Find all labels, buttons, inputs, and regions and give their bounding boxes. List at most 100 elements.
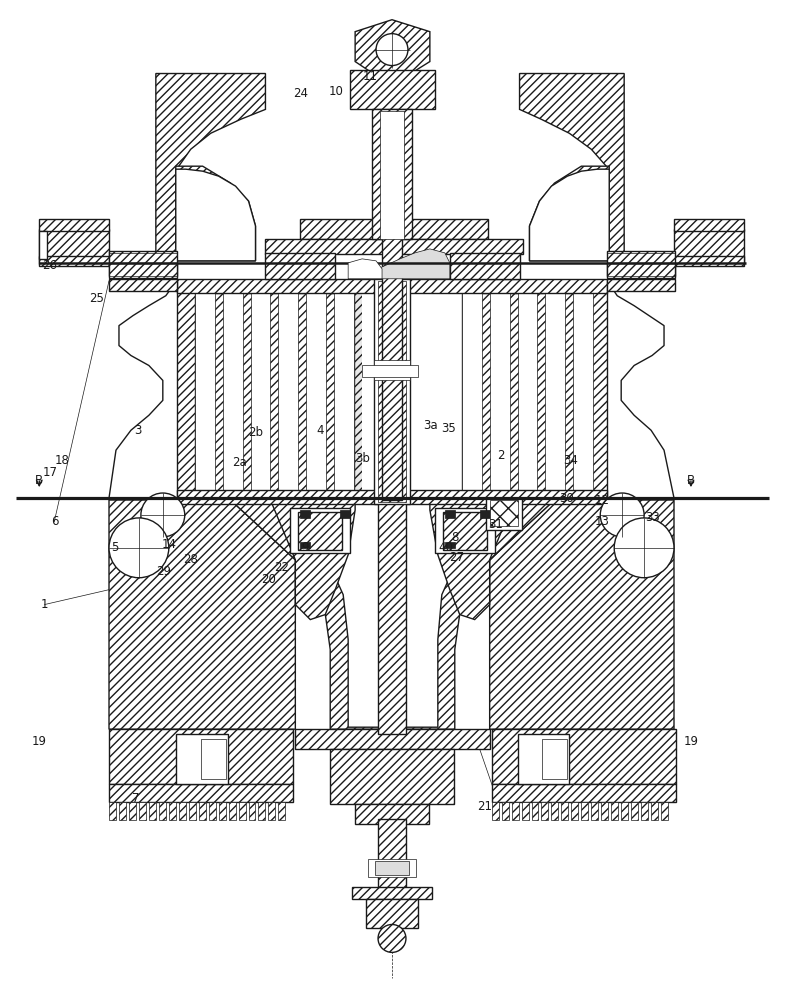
Bar xyxy=(279,293,297,492)
Bar xyxy=(546,293,565,492)
Bar xyxy=(601,802,608,820)
Polygon shape xyxy=(430,500,514,620)
Bar xyxy=(324,293,334,492)
Bar xyxy=(268,293,279,492)
Bar xyxy=(239,802,246,820)
Circle shape xyxy=(141,493,184,537)
Bar xyxy=(641,802,648,820)
Polygon shape xyxy=(490,500,674,729)
Bar xyxy=(109,784,294,802)
Bar xyxy=(378,819,406,889)
Bar xyxy=(378,281,406,502)
Bar xyxy=(621,802,628,820)
Polygon shape xyxy=(520,74,624,261)
Bar xyxy=(301,219,487,239)
Bar xyxy=(542,739,568,779)
Bar xyxy=(490,293,509,492)
Bar xyxy=(177,281,195,500)
Bar xyxy=(228,802,235,820)
Bar xyxy=(502,802,509,820)
Bar xyxy=(450,253,520,279)
Bar xyxy=(445,542,455,548)
Bar xyxy=(297,293,306,492)
Bar xyxy=(382,221,402,500)
Bar xyxy=(674,219,743,231)
Circle shape xyxy=(614,518,674,578)
Text: 9: 9 xyxy=(301,541,309,554)
Text: 17: 17 xyxy=(42,466,57,479)
Bar xyxy=(258,802,265,820)
Bar xyxy=(608,263,675,278)
Bar xyxy=(608,251,675,276)
Bar xyxy=(612,802,619,820)
Polygon shape xyxy=(156,74,265,261)
Bar xyxy=(362,365,418,377)
Bar xyxy=(480,510,490,518)
Bar xyxy=(378,500,406,734)
Bar xyxy=(109,251,177,276)
Text: 5: 5 xyxy=(111,541,119,554)
Text: 31: 31 xyxy=(488,518,503,531)
Bar xyxy=(298,512,342,550)
Bar xyxy=(306,293,324,492)
Text: 29: 29 xyxy=(156,565,172,578)
Polygon shape xyxy=(350,249,450,279)
Polygon shape xyxy=(271,500,355,620)
Text: 18: 18 xyxy=(55,454,70,467)
Polygon shape xyxy=(355,20,430,74)
Bar xyxy=(109,729,294,784)
Bar xyxy=(223,293,240,492)
Bar xyxy=(546,293,564,492)
Text: 3b: 3b xyxy=(356,452,371,465)
Bar xyxy=(375,861,409,875)
Text: 7: 7 xyxy=(132,792,140,805)
Bar xyxy=(39,231,47,259)
Text: 14: 14 xyxy=(162,538,177,551)
Bar xyxy=(169,802,176,820)
Bar xyxy=(249,802,255,820)
Bar xyxy=(39,256,109,266)
Bar xyxy=(355,804,429,824)
Bar xyxy=(334,293,354,492)
Bar xyxy=(334,293,352,492)
Circle shape xyxy=(378,924,406,952)
Bar xyxy=(330,749,454,804)
Bar xyxy=(517,734,569,784)
Bar xyxy=(491,784,676,802)
Text: 22: 22 xyxy=(274,561,289,574)
Bar xyxy=(651,802,658,820)
Bar xyxy=(149,802,156,820)
Bar xyxy=(508,293,517,492)
Bar xyxy=(674,256,743,266)
Bar xyxy=(201,739,225,779)
Text: 3: 3 xyxy=(134,424,142,437)
Bar xyxy=(535,293,546,492)
Bar xyxy=(608,279,675,291)
Bar xyxy=(119,802,126,820)
Bar xyxy=(340,510,350,518)
Polygon shape xyxy=(176,169,255,261)
Bar xyxy=(177,490,608,504)
Polygon shape xyxy=(530,169,609,261)
Bar xyxy=(372,109,412,239)
Bar xyxy=(486,498,521,530)
Bar xyxy=(591,802,598,820)
Bar xyxy=(199,802,206,820)
Bar xyxy=(176,734,228,784)
Polygon shape xyxy=(271,500,514,727)
Bar xyxy=(223,293,243,492)
Text: 6: 6 xyxy=(51,515,58,528)
Text: 19: 19 xyxy=(684,735,699,748)
Bar xyxy=(290,508,350,553)
Text: 19: 19 xyxy=(31,735,46,748)
Bar xyxy=(512,802,519,820)
Bar xyxy=(462,293,605,492)
Text: 10: 10 xyxy=(329,85,344,98)
Bar xyxy=(517,293,535,492)
Bar xyxy=(517,293,538,492)
Bar xyxy=(531,802,539,820)
Text: 12: 12 xyxy=(594,493,610,506)
Bar xyxy=(109,279,177,291)
Bar xyxy=(306,293,327,492)
Bar xyxy=(279,293,298,492)
